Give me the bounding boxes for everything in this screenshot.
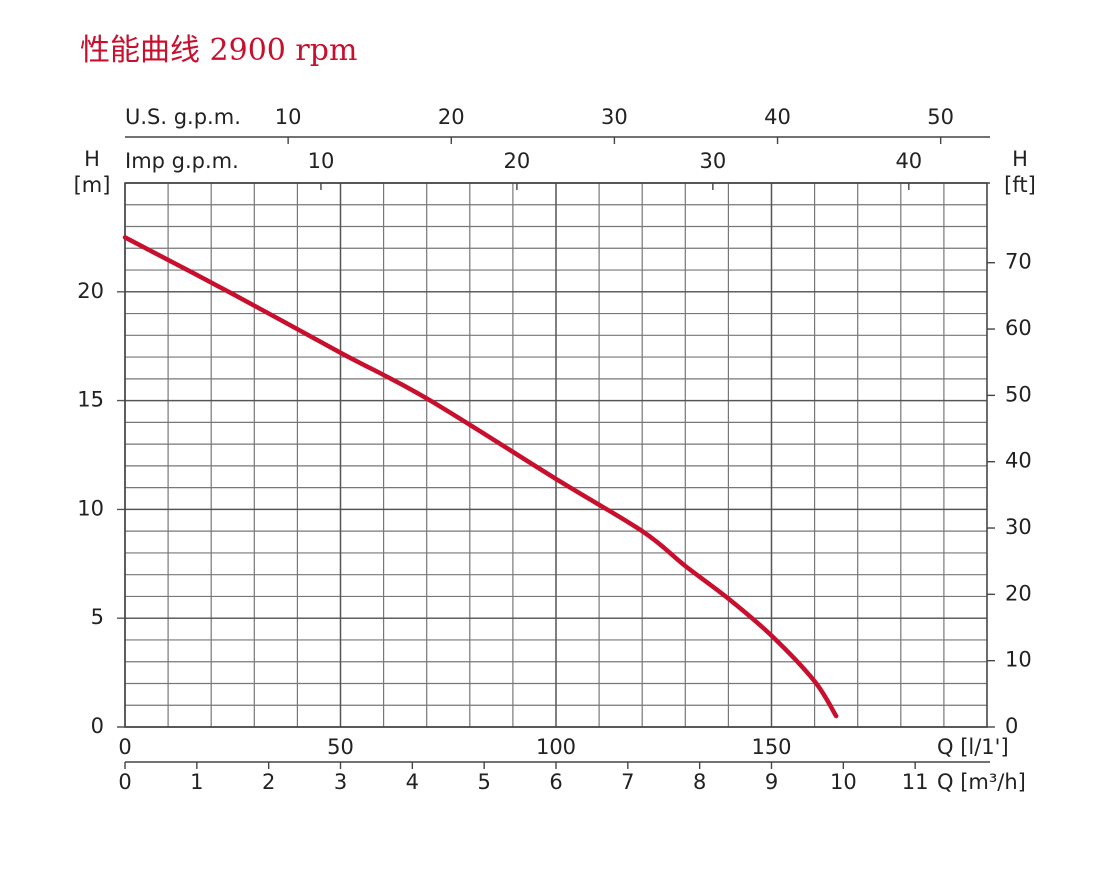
y-tick-label: 20	[77, 279, 104, 303]
x-tick-label: 9	[765, 770, 778, 794]
y2-tick-label: 40	[1005, 449, 1032, 473]
x-tick-label: 50	[927, 105, 954, 129]
y2-tick-label: 50	[1005, 382, 1032, 406]
y2-axis-label: H	[1012, 147, 1028, 171]
top-axis-label: Imp g.p.m.	[125, 149, 239, 173]
x-tick-label: 10	[308, 149, 335, 173]
y2-tick-label: 70	[1005, 250, 1032, 274]
x-axis-label: Q [l/1']	[937, 735, 1009, 759]
x-tick-label: 20	[438, 105, 465, 129]
y-tick-label: 15	[77, 388, 104, 412]
x-tick-label: 0	[118, 735, 131, 759]
x-tick-label: 7	[621, 770, 634, 794]
x-tick-label: 30	[601, 105, 628, 129]
x-tick-label: 3	[334, 770, 347, 794]
top-axis-label: U.S. g.p.m.	[125, 105, 241, 129]
y-tick-label: 10	[77, 496, 104, 520]
x-tick-label: 4	[406, 770, 419, 794]
x-tick-label: 10	[275, 105, 302, 129]
x-tick-label: 0	[118, 770, 131, 794]
x-tick-label: 40	[764, 105, 791, 129]
y-axis-label: H	[84, 147, 100, 171]
x-tick-label: 8	[693, 770, 706, 794]
y2-tick-label: 0	[1005, 714, 1018, 738]
plot-frame	[124, 182, 988, 728]
x-tick-label: 150	[751, 735, 791, 759]
y2-axis-unit: [ft]	[1004, 173, 1036, 197]
curve	[122, 235, 839, 719]
x-tick-label: 1	[190, 770, 203, 794]
x-axis-label: Q [m³/h]	[937, 770, 1026, 794]
y2-tick-label: 10	[1005, 648, 1032, 672]
x-tick-label: 10	[830, 770, 857, 794]
x-tick-label: 30	[699, 149, 726, 173]
y2-tick-label: 30	[1005, 515, 1032, 539]
x-tick-label: 50	[327, 735, 354, 759]
x-tick-label: 20	[504, 149, 531, 173]
x-tick-label: 100	[536, 735, 576, 759]
y2-tick-label: 60	[1005, 316, 1032, 340]
x-tick-label: 11	[902, 770, 929, 794]
x-tick-label: 40	[895, 149, 922, 173]
x-tick-label: 6	[549, 770, 562, 794]
y-tick-label: 0	[91, 714, 104, 738]
y-axis-unit: [m]	[74, 173, 111, 197]
x-tick-label: 5	[477, 770, 490, 794]
x-tick-label: 2	[262, 770, 275, 794]
chart-title: 性能曲线 2900 rpm	[80, 33, 357, 68]
y-tick-label: 5	[91, 605, 104, 629]
y2-tick-label: 20	[1005, 581, 1032, 605]
